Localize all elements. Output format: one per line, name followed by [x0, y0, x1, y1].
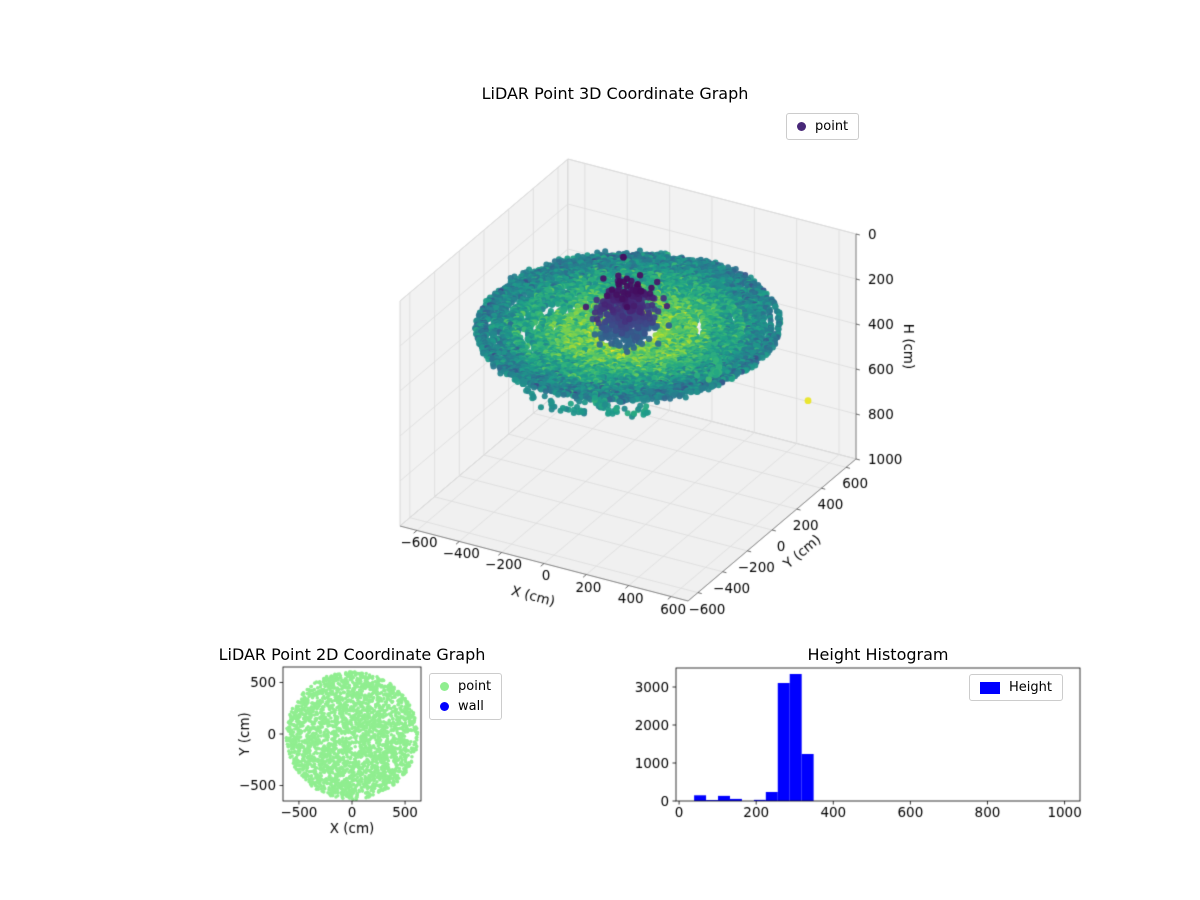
legend-label-point-3d: point: [815, 119, 849, 134]
height-patch-icon: [980, 681, 1000, 694]
legend-entry-point-3d: point: [797, 118, 848, 135]
histogram-legend: Height: [969, 674, 1063, 701]
legend-entry-wall-2d: wall: [440, 698, 491, 715]
point-marker-icon: [797, 122, 806, 131]
legend-label-wall-2d: wall: [458, 699, 484, 714]
plot3d-canvas: [330, 118, 960, 658]
legend-entry-height: Height: [980, 679, 1052, 696]
legend-entry-point-2d: point: [440, 678, 491, 695]
plot3d-title: LiDAR Point 3D Coordinate Graph: [481, 84, 749, 103]
plot3d-legend: point: [786, 113, 860, 140]
legend-label-point-2d: point: [458, 679, 492, 694]
plot2d-legend: point wall: [429, 673, 503, 720]
point-marker-icon: [440, 682, 449, 691]
wall-marker-icon: [440, 702, 449, 711]
legend-label-height: Height: [1009, 680, 1052, 695]
